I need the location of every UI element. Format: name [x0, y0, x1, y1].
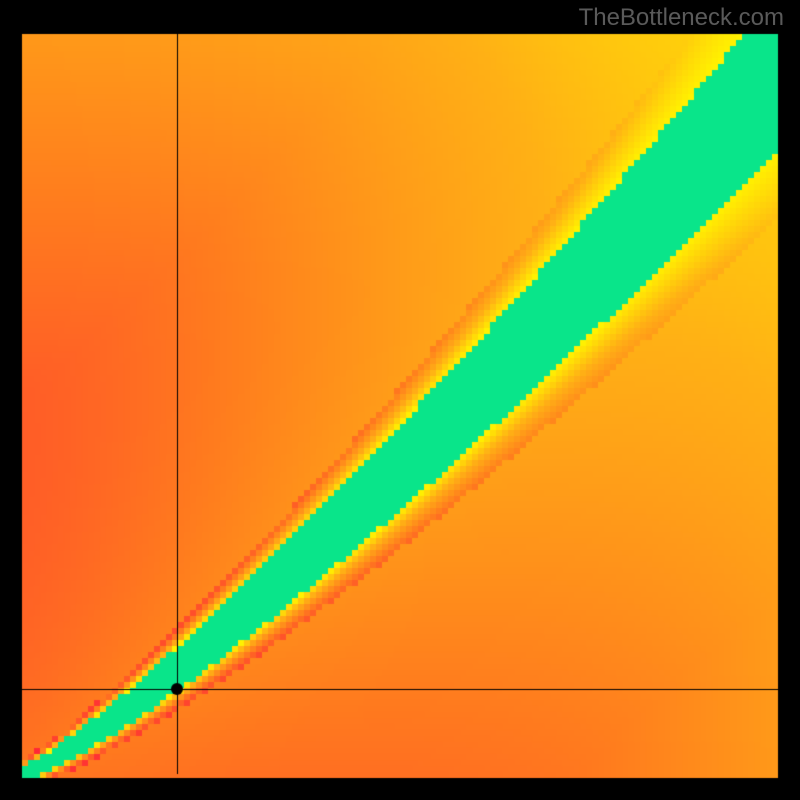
heatmap-canvas — [0, 0, 800, 800]
chart-container: TheBottleneck.com — [0, 0, 800, 800]
watermark-text: TheBottleneck.com — [579, 4, 784, 32]
